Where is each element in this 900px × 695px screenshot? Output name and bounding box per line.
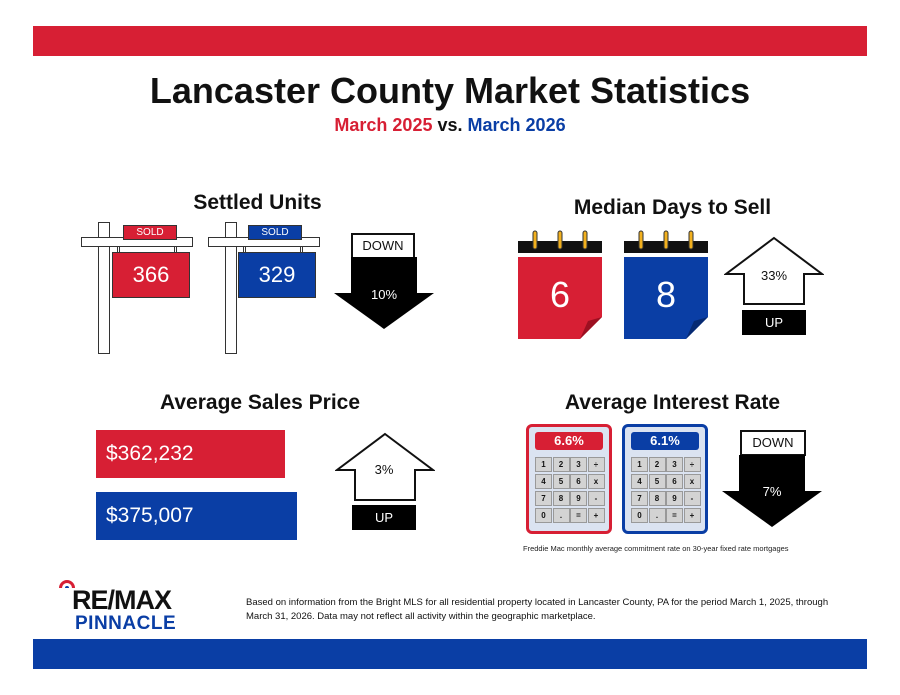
interest-rate-direction: DOWN — [740, 430, 806, 456]
calculator-key: 0 — [631, 508, 648, 523]
median-days-direction: UP — [742, 310, 806, 335]
bottom-blue-band — [33, 639, 867, 669]
calculator-key: . — [552, 508, 570, 523]
calendar-icon — [518, 230, 602, 339]
calculator-key: = — [666, 508, 683, 523]
calculator-key: x — [683, 474, 701, 489]
up-arrow-icon — [335, 432, 435, 501]
calculator-key: = — [570, 508, 587, 523]
calculator-key: - — [587, 491, 605, 506]
calculator-key: . — [648, 508, 666, 523]
median-days-2025-value: 6 — [549, 274, 571, 315]
calendar-icon — [624, 230, 708, 339]
interest-rate-title: Average Interest Rate — [564, 391, 781, 414]
calculator-key: 1 — [535, 457, 552, 472]
calculator-key: 2 — [552, 457, 570, 472]
remax-logo: RE/MAX — [72, 585, 172, 615]
calculator-key: ÷ — [683, 457, 701, 472]
down-arrow-icon — [722, 455, 822, 527]
top-red-band — [33, 26, 867, 56]
disclaimer-text: Based on information from the Bright MLS… — [246, 597, 829, 622]
avg-price-direction: UP — [352, 505, 416, 530]
interest-rate-2025-value: 6.6% — [535, 432, 603, 450]
calculator-key: 0 — [535, 508, 552, 523]
calculator-key: 7 — [535, 491, 552, 506]
calculator-key: 7 — [631, 491, 648, 506]
calculator-key: 5 — [648, 474, 666, 489]
sold-tag: SOLD — [248, 225, 302, 240]
calculator-2026: 6.1% 1 2 3 ÷ 4 5 6 x 7 8 9- 0. = + — [622, 424, 708, 534]
avg-price-2026-bar: $375,007 — [96, 492, 297, 540]
settled-units-2025-value: 366 — [112, 252, 190, 298]
calculator-key: - — [683, 491, 701, 506]
calculator-key: 4 — [631, 474, 648, 489]
avg-price-title: Average Sales Price — [159, 391, 361, 414]
interest-rate-2026-value: 6.1% — [631, 432, 699, 450]
calculator-key: 3 — [570, 457, 587, 472]
calculator-key: x — [587, 474, 605, 489]
page-title: Lancaster County Market Statistics — [149, 70, 751, 111]
median-days-2026-value: 8 — [655, 274, 677, 315]
settled-units-2026-value: 329 — [238, 252, 316, 298]
settled-units-title: Settled Units — [193, 191, 322, 214]
settled-units-direction: DOWN — [351, 233, 415, 259]
calculator-key: 9 — [666, 491, 683, 506]
avg-price-change: 3% — [374, 462, 394, 477]
interest-rate-change: 7% — [762, 484, 782, 499]
pinnacle-logo-text: PINNACLE — [75, 613, 177, 634]
sold-tag: SOLD — [123, 225, 177, 240]
subtitle-year-2026: March 2026 — [467, 115, 566, 135]
calculator-key: 2 — [648, 457, 666, 472]
page-subtitle: March 2025 vs. March 2026 — [0, 115, 900, 136]
calculator-key: 3 — [666, 457, 683, 472]
down-arrow-icon — [334, 257, 434, 329]
subtitle-vs: vs. — [437, 115, 463, 135]
calculator-key: 8 — [648, 491, 666, 506]
calculator-key: 6 — [570, 474, 587, 489]
calculator-key: 9 — [570, 491, 587, 506]
calculator-key: 6 — [666, 474, 683, 489]
calculator-key: + — [683, 508, 701, 523]
avg-price-2025-bar: $362,232 — [96, 430, 285, 478]
median-days-change: 33% — [760, 268, 788, 283]
remax-balloon-icon — [59, 580, 75, 588]
calculator-key: ÷ — [587, 457, 605, 472]
calendar-2025: 6 — [518, 229, 602, 339]
calendar-2026: 8 — [624, 229, 708, 339]
calculator-key: 4 — [535, 474, 552, 489]
up-arrow-icon — [724, 236, 824, 305]
settled-units-change: 10% — [370, 287, 398, 302]
subtitle-year-2025: March 2025 — [334, 115, 433, 135]
calculator-key: 5 — [552, 474, 570, 489]
calculator-key: 1 — [631, 457, 648, 472]
calculator-key: + — [587, 508, 605, 523]
median-days-title: Median Days to Sell — [573, 196, 772, 219]
interest-rate-footnote: Freddie Mac monthly average commitment r… — [523, 544, 789, 553]
calculator-2025: 6.6% 1 2 3 ÷ 4 5 6 x 7 8 9- 0. = + — [526, 424, 612, 534]
calculator-key: 8 — [552, 491, 570, 506]
